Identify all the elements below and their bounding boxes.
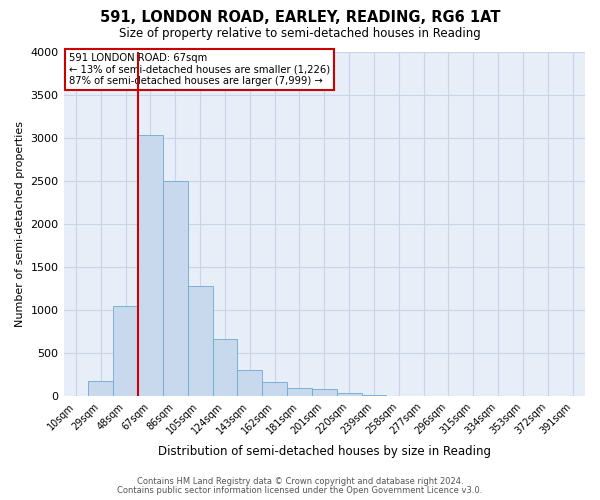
Text: Size of property relative to semi-detached houses in Reading: Size of property relative to semi-detach… [119,28,481,40]
Bar [238,370,262,396]
Text: Contains public sector information licensed under the Open Government Licence v3: Contains public sector information licen… [118,486,482,495]
Bar [88,381,113,396]
Text: 591 LONDON ROAD: 67sqm
← 13% of semi-detached houses are smaller (1,226)
87% of : 591 LONDON ROAD: 67sqm ← 13% of semi-det… [69,53,330,86]
Y-axis label: Number of semi-detached properties: Number of semi-detached properties [15,121,25,327]
Bar [188,286,212,397]
Bar [337,393,362,396]
X-axis label: Distribution of semi-detached houses by size in Reading: Distribution of semi-detached houses by … [158,444,491,458]
Bar [262,382,287,396]
Bar [163,181,188,396]
Bar [287,388,312,396]
Text: 591, LONDON ROAD, EARLEY, READING, RG6 1AT: 591, LONDON ROAD, EARLEY, READING, RG6 1… [100,10,500,25]
Bar [138,135,163,396]
Text: Contains HM Land Registry data © Crown copyright and database right 2024.: Contains HM Land Registry data © Crown c… [137,477,463,486]
Bar [113,306,138,396]
Bar [312,390,337,396]
Bar [212,338,238,396]
